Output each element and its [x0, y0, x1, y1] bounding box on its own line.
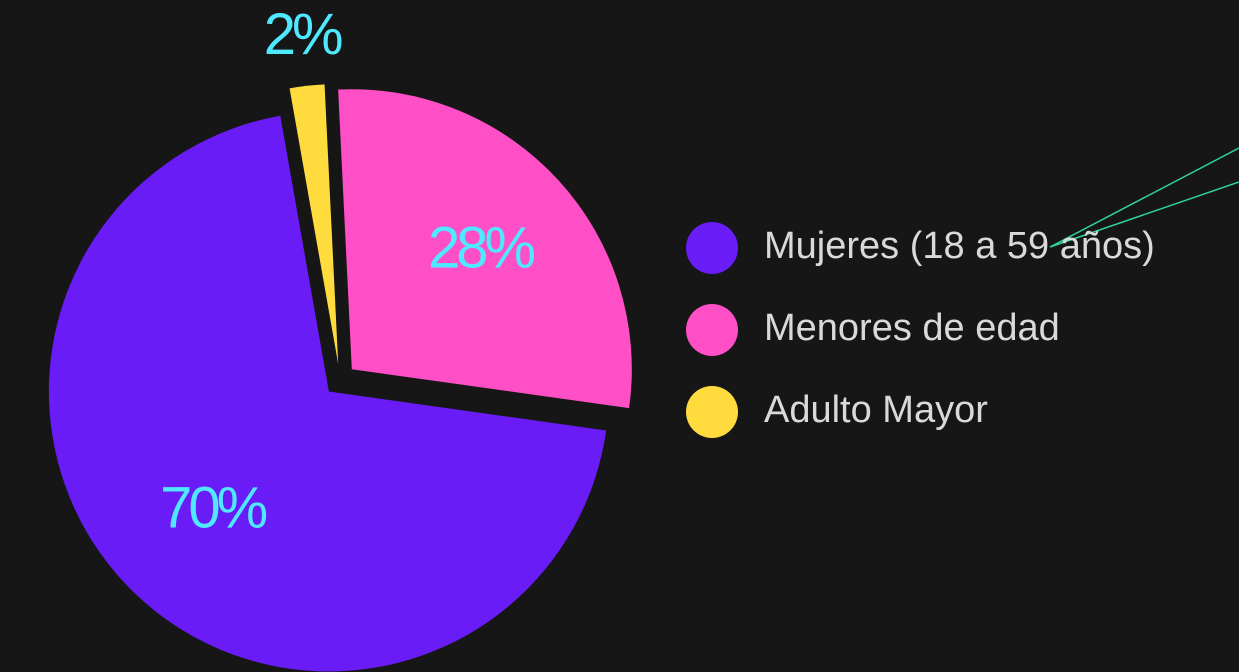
legend-swatch [686, 222, 738, 274]
decor-line [1049, 147, 1239, 248]
legend-label: Menores de edad [764, 307, 1060, 349]
slice-label: 28% [428, 215, 535, 280]
pie-slice [289, 84, 339, 365]
pie-slice [338, 89, 632, 409]
slice-label: 70% [160, 476, 267, 541]
legend-label: Adulto Mayor [764, 389, 988, 431]
decoration [1049, 147, 1239, 248]
pie-slice [48, 115, 607, 672]
slice-label: 2% [264, 2, 342, 67]
legend-swatch [686, 386, 738, 438]
legend-label: Mujeres (18 a 59 años) [764, 225, 1155, 267]
decor-line [1049, 181, 1239, 248]
legend-swatch [686, 304, 738, 356]
